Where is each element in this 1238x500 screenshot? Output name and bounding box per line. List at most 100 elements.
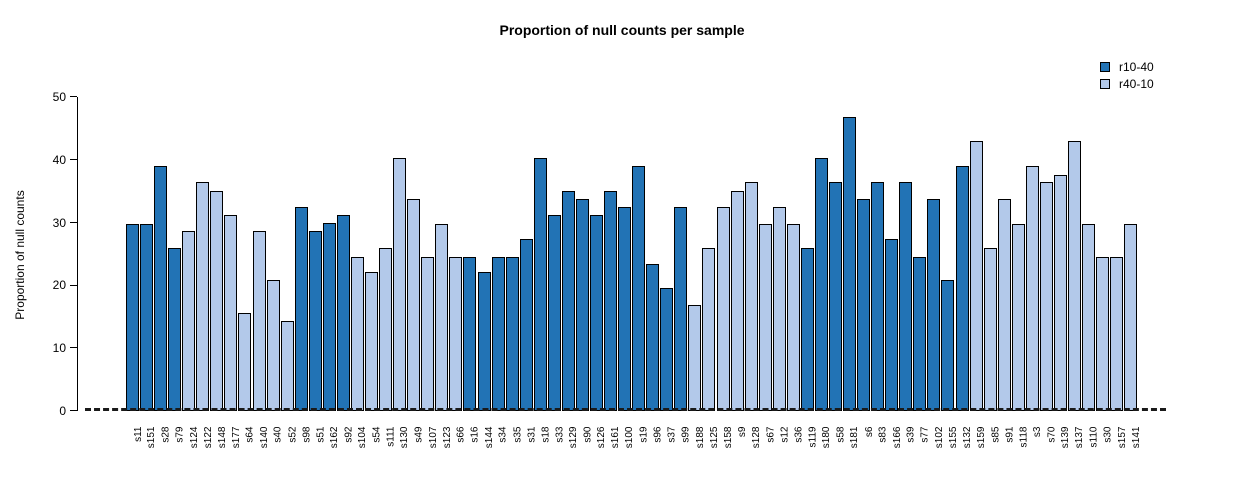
x-label-s129: s129 bbox=[568, 426, 580, 449]
x-label-s16: s16 bbox=[469, 426, 481, 443]
bar-s90 bbox=[575, 198, 589, 411]
bar-s52 bbox=[280, 321, 294, 411]
x-label-s34: s34 bbox=[498, 426, 510, 443]
x-label-s98: s98 bbox=[301, 426, 313, 443]
bar-s49 bbox=[407, 198, 421, 411]
bar-s39 bbox=[899, 182, 913, 411]
x-label-s128: s128 bbox=[751, 426, 763, 449]
x-label-s123: s123 bbox=[441, 426, 453, 449]
x-label-s35: s35 bbox=[512, 426, 524, 443]
y-tick-label-30: 30 bbox=[52, 215, 66, 230]
legend-swatch-r40-10 bbox=[1100, 79, 1110, 89]
y-axis-label: Proportion of null counts bbox=[13, 190, 27, 320]
x-label-s125: s125 bbox=[708, 426, 720, 449]
bar-s107 bbox=[421, 257, 435, 411]
y-tick-0 bbox=[70, 410, 77, 412]
bar-s157 bbox=[1110, 257, 1124, 411]
x-label-s104: s104 bbox=[357, 426, 369, 449]
legend-swatch-r10-40 bbox=[1100, 62, 1110, 72]
bar-s34 bbox=[491, 257, 505, 411]
x-label-s177: s177 bbox=[230, 426, 242, 449]
bar-s132 bbox=[955, 165, 969, 411]
x-label-s91: s91 bbox=[1004, 426, 1016, 443]
x-label-s19: s19 bbox=[638, 426, 650, 443]
x-label-s33: s33 bbox=[554, 426, 566, 443]
chart-title: Proportion of null counts per sample bbox=[499, 22, 745, 38]
x-label-s11: s11 bbox=[132, 426, 144, 442]
bar-s119 bbox=[800, 247, 814, 411]
bar-s33 bbox=[547, 214, 561, 411]
bar-s19 bbox=[632, 165, 646, 411]
x-label-s124: s124 bbox=[188, 426, 200, 449]
x-label-s139: s139 bbox=[1060, 426, 1072, 449]
x-label-s126: s126 bbox=[596, 426, 608, 449]
x-label-s3: s3 bbox=[1032, 426, 1044, 438]
x-label-s77: s77 bbox=[919, 426, 931, 443]
bar-s54 bbox=[365, 272, 379, 411]
x-label-s188: s188 bbox=[694, 426, 706, 449]
bar-s110 bbox=[1082, 223, 1096, 411]
bar-s158 bbox=[716, 206, 730, 411]
x-label-s157: s157 bbox=[1116, 426, 1128, 449]
legend-entry-r40-10: r40-10 bbox=[1100, 77, 1154, 91]
bar-s92 bbox=[336, 214, 350, 411]
legend-label-r40-10: r40-10 bbox=[1119, 77, 1154, 91]
bar-s140 bbox=[252, 231, 266, 411]
bar-s66 bbox=[449, 257, 463, 411]
x-label-s92: s92 bbox=[343, 426, 355, 443]
bar-s3 bbox=[1025, 165, 1039, 411]
x-label-s30: s30 bbox=[1102, 426, 1114, 443]
x-label-s181: s181 bbox=[849, 426, 861, 449]
bar-s104 bbox=[350, 257, 364, 411]
x-label-s118: s118 bbox=[1018, 426, 1030, 448]
x-label-s31: s31 bbox=[526, 426, 538, 443]
y-tick-20 bbox=[70, 284, 77, 286]
bar-s166 bbox=[885, 239, 899, 411]
bar-s123 bbox=[435, 223, 449, 411]
bar-s148 bbox=[210, 191, 224, 411]
x-label-s58: s58 bbox=[835, 426, 847, 443]
x-label-s12: s12 bbox=[779, 426, 791, 443]
x-label-s52: s52 bbox=[287, 426, 299, 443]
legend-entry-r10-40: r10-40 bbox=[1100, 60, 1154, 74]
x-label-s39: s39 bbox=[905, 426, 917, 443]
x-label-s37: s37 bbox=[666, 426, 678, 443]
x-label-s9: s9 bbox=[737, 426, 749, 438]
x-label-s144: s144 bbox=[484, 426, 495, 449]
x-label-s162: s162 bbox=[329, 426, 341, 449]
bar-s64 bbox=[238, 312, 252, 411]
bar-s6 bbox=[857, 198, 871, 411]
bar-s91 bbox=[997, 198, 1011, 411]
bar-s161 bbox=[604, 191, 618, 411]
bar-s181 bbox=[843, 116, 857, 411]
bar-s137 bbox=[1068, 141, 1082, 411]
bar-s85 bbox=[983, 247, 997, 411]
bar-s124 bbox=[182, 231, 196, 411]
x-label-s111: s111 bbox=[385, 426, 397, 447]
x-label-s161: s161 bbox=[610, 426, 622, 449]
y-tick-10 bbox=[70, 347, 77, 349]
bar-s99 bbox=[674, 206, 688, 411]
bar-s188 bbox=[688, 304, 702, 411]
x-label-s90: s90 bbox=[582, 426, 594, 443]
bar-s28 bbox=[154, 165, 168, 411]
bar-s40 bbox=[266, 280, 280, 411]
bar-s100 bbox=[618, 206, 632, 411]
x-label-s148: s148 bbox=[216, 426, 228, 449]
y-tick-label-10: 10 bbox=[52, 341, 66, 356]
y-tick-40 bbox=[70, 158, 77, 160]
x-label-s96: s96 bbox=[652, 426, 664, 443]
y-axis-line bbox=[77, 97, 78, 411]
bar-s122 bbox=[196, 182, 210, 411]
bar-s144 bbox=[477, 272, 491, 411]
x-label-s100: s100 bbox=[624, 426, 636, 449]
x-label-s85: s85 bbox=[990, 426, 1002, 443]
x-label-s155: s155 bbox=[947, 426, 959, 449]
bar-s31 bbox=[519, 239, 533, 411]
x-label-s122: s122 bbox=[202, 426, 214, 449]
bar-s30 bbox=[1096, 257, 1110, 411]
bar-s128 bbox=[744, 182, 758, 411]
bar-s79 bbox=[168, 247, 182, 411]
x-label-s51: s51 bbox=[315, 426, 327, 443]
